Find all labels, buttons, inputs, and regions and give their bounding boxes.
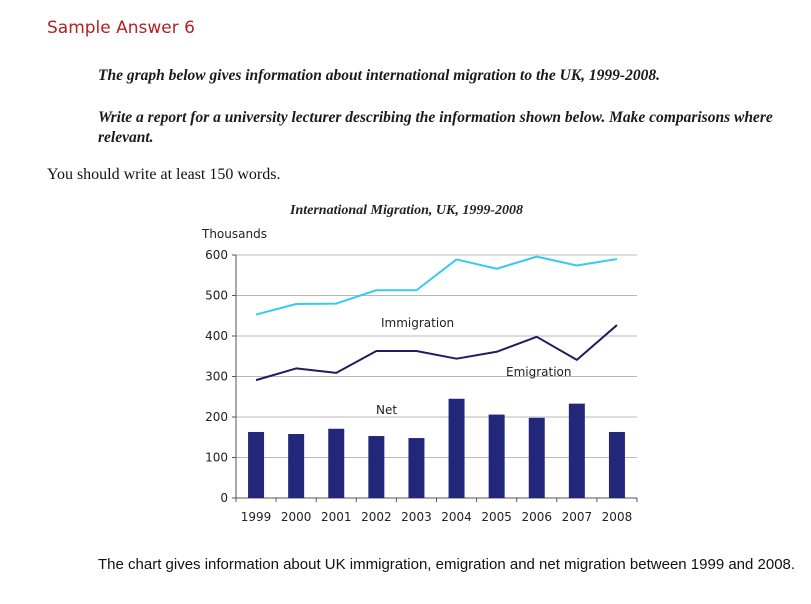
net-bar xyxy=(288,434,305,498)
y-tick-label: 400 xyxy=(205,329,228,343)
series-lines xyxy=(255,255,618,382)
net-series-label: Net xyxy=(376,403,397,417)
x-tick-label: 2004 xyxy=(441,510,472,524)
y-tick-label: 500 xyxy=(205,289,228,303)
net-bar xyxy=(568,403,585,498)
net-bar xyxy=(608,431,625,498)
x-tick-label: 2007 xyxy=(562,510,593,524)
x-tick-label: 2008 xyxy=(602,510,633,524)
x-tick-label: 1999 xyxy=(241,510,272,524)
x-tick-label: 2003 xyxy=(401,510,432,524)
y-tick-label: 200 xyxy=(205,410,228,424)
x-tick-label: 2005 xyxy=(481,510,512,524)
y-tick-label: 100 xyxy=(205,451,228,465)
net-bar xyxy=(488,414,505,498)
net-bar xyxy=(368,436,385,498)
task-prompt-instruction: Write a report for a university lecturer… xyxy=(98,109,773,146)
immigration-line xyxy=(255,255,618,316)
y-axis-label: Thousands xyxy=(201,227,267,241)
y-tick-label: 0 xyxy=(220,491,228,505)
emigration-line xyxy=(255,324,618,382)
net-bar xyxy=(408,438,425,498)
net-bar xyxy=(248,431,265,498)
chart-title: International Migration, UK, 1999-2008 xyxy=(290,203,523,218)
net-bar xyxy=(448,398,465,498)
emigration-series-label: Emigration xyxy=(506,365,572,379)
x-tick-label: 2000 xyxy=(281,510,312,524)
x-tick-label: 2001 xyxy=(321,510,352,524)
tick-labels: 0 100 200 300 400 500 600 1999 2000 2001 2002 2003 2… xyxy=(205,248,632,524)
task-prompt-line: The graph below gives information about … xyxy=(98,67,660,84)
net-bar xyxy=(328,428,345,498)
y-tick-label: 300 xyxy=(205,370,228,384)
page-heading: Sample Answer 6 xyxy=(47,18,195,38)
x-tick-label: 2006 xyxy=(521,510,552,524)
net-bars xyxy=(248,398,625,498)
word-count-instruction: You should write at least 150 words. xyxy=(47,166,281,183)
answer-paragraph: The chart gives information about UK imm… xyxy=(98,556,796,573)
immigration-series-label: Immigration xyxy=(381,316,454,330)
y-tick-label: 600 xyxy=(205,248,228,262)
x-tick-label: 2002 xyxy=(361,510,392,524)
net-bar xyxy=(528,417,545,498)
